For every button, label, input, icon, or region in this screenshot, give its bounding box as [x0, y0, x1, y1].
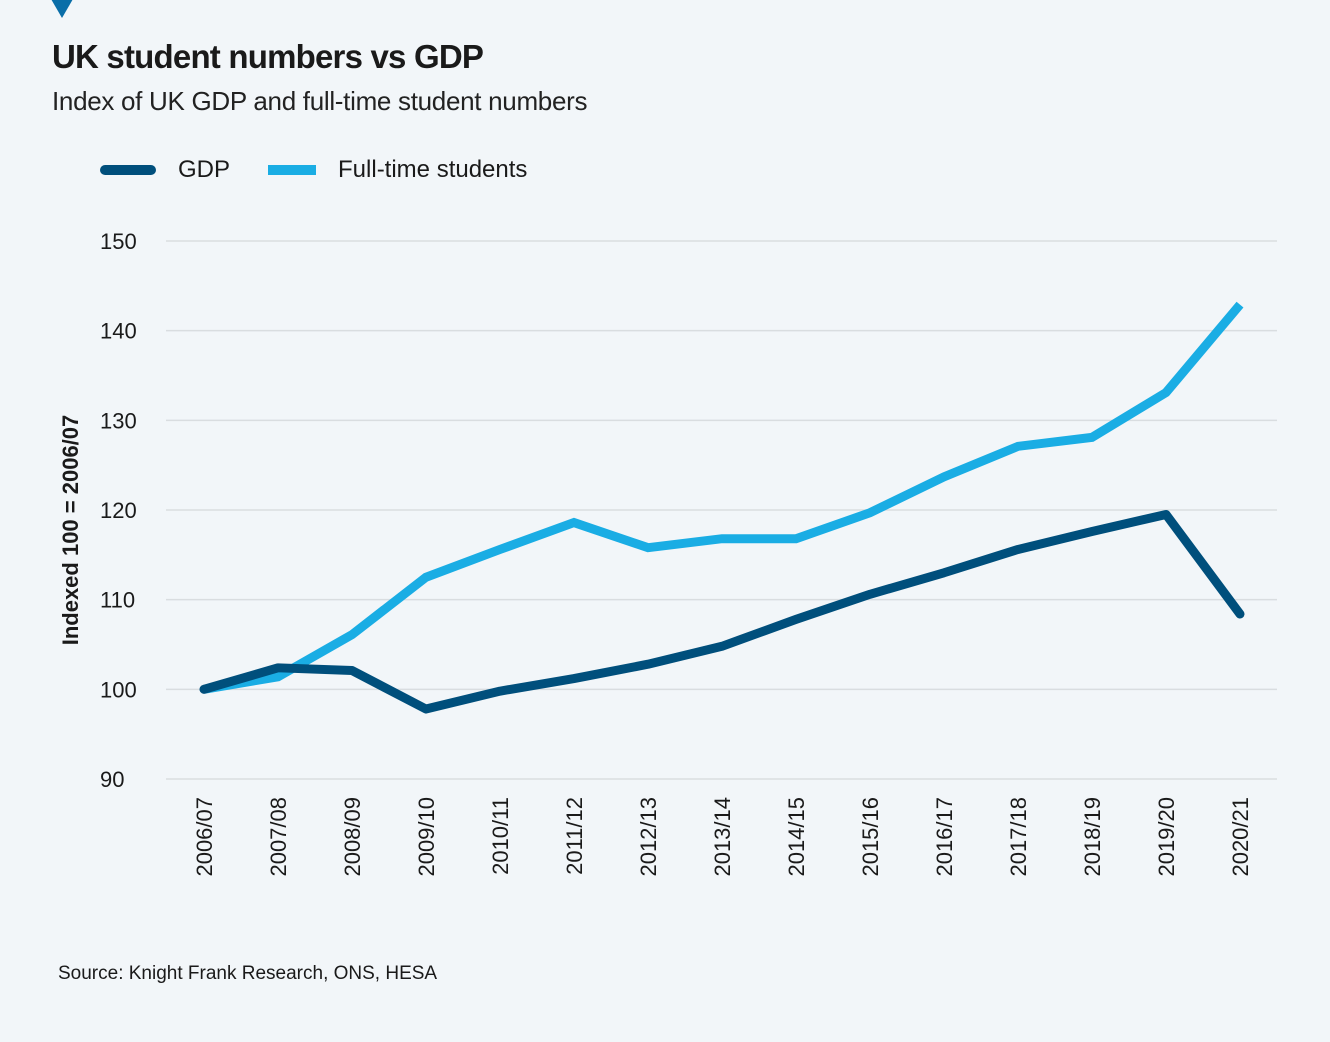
- x-tick-label: 2015/16: [858, 797, 883, 877]
- legend-swatch-gdp: [100, 165, 156, 175]
- y-tick-label: 90: [100, 767, 124, 792]
- x-tick-label: 2018/19: [1080, 797, 1105, 877]
- x-tick-label: 2008/09: [340, 797, 365, 877]
- legend-label-gdp: GDP: [178, 156, 231, 183]
- x-tick-label: 2016/17: [932, 797, 957, 877]
- y-tick-label: 110: [100, 588, 135, 613]
- chart-subtitle: Index of UK GDP and full-time student nu…: [52, 86, 588, 116]
- x-tick-label: 2017/18: [1006, 797, 1031, 877]
- x-tick-label: 2011/12: [562, 797, 587, 875]
- brand-corner-marker: [40, 0, 84, 18]
- y-tick-label: 120: [100, 498, 137, 523]
- legend-swatch-students: [268, 165, 317, 175]
- legend-label-students: Full-time students: [338, 156, 528, 183]
- x-axis-ticks: 2006/07 2007/08 2008/09 2009/10 2010/11 2011/…: [192, 797, 1253, 877]
- series-lines: [199, 301, 1245, 714]
- legend-item-students: Full-time students: [268, 156, 527, 184]
- y-tick-label: 150: [100, 229, 137, 254]
- x-tick-label: 2012/13: [636, 797, 661, 877]
- x-tick-label: 2010/11: [488, 797, 513, 875]
- x-tick-label: 2013/14: [710, 797, 735, 877]
- x-tick-label: 2006/07: [192, 797, 217, 877]
- legend: GDP Full-time students: [100, 156, 565, 184]
- gridlines: [166, 240, 1277, 780]
- y-tick-label: 130: [100, 408, 137, 433]
- chart-title: UK student numbers vs GDP: [52, 38, 484, 75]
- y-axis-ticks: 90 100 110 120 130 140 150: [100, 229, 137, 792]
- y-tick-label: 140: [100, 319, 137, 344]
- y-tick-label: 100: [100, 677, 137, 702]
- x-tick-label: 2020/21: [1228, 797, 1253, 877]
- x-tick-label: 2007/08: [266, 797, 291, 877]
- y-axis-label: Indexed 100 = 2006/07: [58, 415, 83, 646]
- legend-item-gdp: GDP: [100, 156, 230, 184]
- x-tick-label: 2019/20: [1154, 797, 1179, 877]
- series-line-students: [203, 301, 1244, 694]
- series-line-gdp: [199, 509, 1245, 714]
- x-tick-label: 2014/15: [784, 797, 809, 877]
- source-note: Source: Knight Frank Research, ONS, HESA: [58, 963, 438, 984]
- x-tick-label: 2009/10: [414, 797, 439, 877]
